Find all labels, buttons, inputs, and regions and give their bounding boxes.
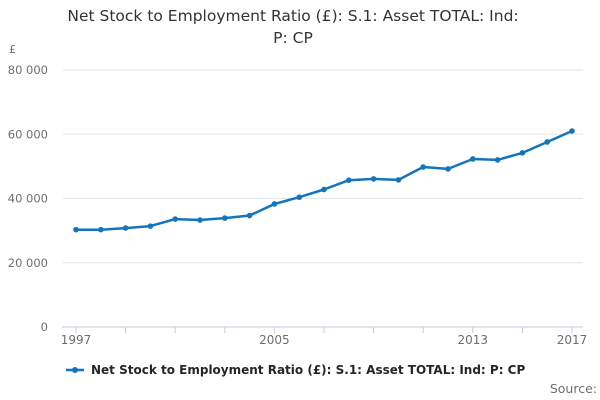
chart-title-line-2: P: CP — [273, 29, 313, 47]
data-point-marker[interactable] — [445, 166, 451, 172]
y-axis-unit-label: £ — [9, 43, 16, 56]
data-point-marker[interactable] — [420, 164, 427, 170]
data-point-marker[interactable] — [122, 225, 129, 231]
x-axis-tick-label: 2005 — [259, 333, 290, 347]
y-axis-tick-label: 20 000 — [8, 256, 48, 270]
data-point-marker[interactable] — [98, 226, 104, 233]
y-axis-tick-label: 80 000 — [8, 63, 48, 77]
legend-label: Net Stock to Employment Ratio (£): S.1: … — [91, 363, 526, 377]
data-point-marker[interactable] — [395, 177, 402, 183]
data-point-marker[interactable] — [321, 186, 327, 193]
chart-title: Net Stock to Employment Ratio (£): S.1: … — [49, 5, 537, 49]
data-point-marker[interactable] — [519, 150, 526, 156]
data-point-marker[interactable] — [197, 217, 203, 223]
y-axis-tick-label: 40 000 — [8, 192, 48, 206]
series-line — [74, 129, 574, 231]
data-point-marker[interactable] — [296, 194, 303, 201]
data-point-marker[interactable] — [494, 157, 501, 163]
data-point-marker[interactable] — [544, 139, 550, 145]
data-point-marker[interactable] — [271, 201, 278, 207]
data-point-marker[interactable] — [147, 223, 154, 229]
data-point-marker[interactable] — [370, 176, 377, 182]
data-point-marker[interactable] — [73, 226, 79, 233]
data-point-marker[interactable] — [172, 216, 178, 222]
source-label: Source: — [549, 381, 597, 396]
y-axis-tick-label: 60 000 — [8, 127, 48, 141]
data-point-marker[interactable] — [246, 212, 253, 219]
x-axis-tick-label: 1997 — [61, 333, 92, 347]
data-point-marker[interactable] — [222, 215, 228, 221]
legend-line-marker-icon — [66, 367, 84, 373]
data-point-marker[interactable] — [569, 128, 575, 134]
legend-item[interactable]: Net Stock to Employment Ratio (£): S.1: … — [66, 362, 525, 378]
data-point-marker[interactable] — [470, 156, 476, 162]
line-chart: 0 20 000 40 000 60 000 80 000 1997 2005 2013 201… — [8, 63, 588, 347]
y-axis-tick-label: 0 — [41, 320, 48, 334]
x-axis-tick-label: 2013 — [458, 333, 489, 347]
x-axis-tick-label: 2017 — [557, 333, 588, 347]
data-point-marker[interactable] — [346, 177, 352, 183]
chart-title-line-1: Net Stock to Employment Ratio (£): S.1: … — [67, 7, 519, 25]
